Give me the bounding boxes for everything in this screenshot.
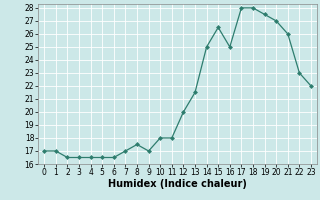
X-axis label: Humidex (Indice chaleur): Humidex (Indice chaleur) bbox=[108, 179, 247, 189]
